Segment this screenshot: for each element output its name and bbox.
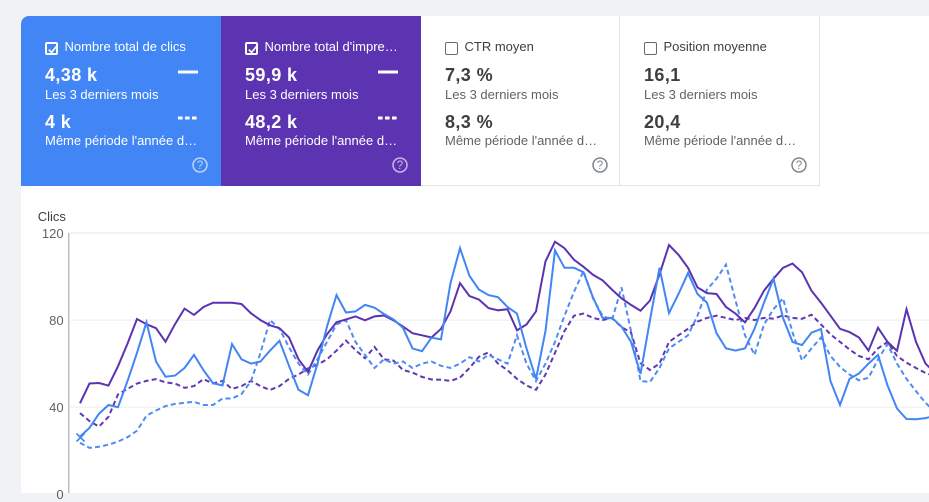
svg-text:?: ? bbox=[597, 160, 603, 172]
svg-text:?: ? bbox=[796, 160, 802, 172]
svg-text:?: ? bbox=[197, 160, 203, 172]
svg-text:?: ? bbox=[397, 160, 403, 172]
